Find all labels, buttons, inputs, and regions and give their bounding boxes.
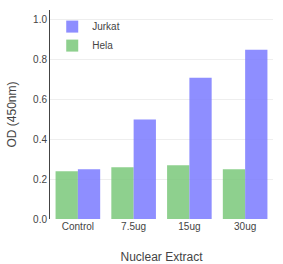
svg-text:30ug: 30ug (234, 221, 256, 232)
svg-text:0.2: 0.2 (33, 174, 47, 185)
svg-text:Nuclear Extract: Nuclear Extract (120, 250, 203, 264)
svg-text:7.5ug: 7.5ug (121, 221, 146, 232)
svg-text:15ug: 15ug (178, 221, 200, 232)
svg-text:0.6: 0.6 (33, 94, 47, 105)
svg-text:1.0: 1.0 (33, 14, 47, 25)
svg-text:0.8: 0.8 (33, 54, 47, 65)
svg-text:Jurkat: Jurkat (92, 21, 119, 32)
svg-text:Hela: Hela (92, 40, 113, 51)
svg-text:Control: Control (62, 221, 94, 232)
svg-text:OD (450nm): OD (450nm) (5, 81, 19, 147)
svg-text:0.0: 0.0 (33, 214, 47, 225)
svg-text:0.4: 0.4 (33, 134, 47, 145)
